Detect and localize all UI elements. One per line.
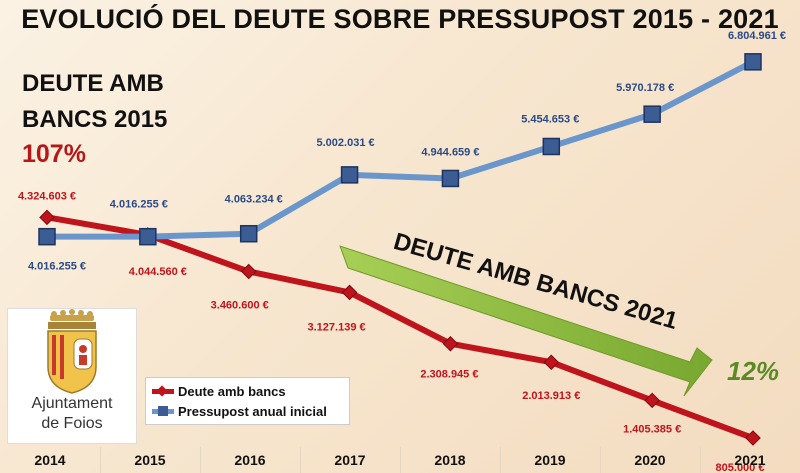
budget-data-label-2016: 4.063.234 €: [225, 194, 283, 206]
legend-swatch-debt: [152, 385, 174, 397]
debt-2015-box: DEUTE AMB BANCS 2015 107%: [22, 66, 167, 169]
debt-2021-percent: 12%: [727, 356, 780, 386]
legend-item-debt: Deute amb bancs: [152, 384, 286, 399]
debt-point-2017: [341, 284, 358, 301]
trend-arrow-icon: [339, 245, 713, 397]
debt-data-label-2016: 3.460.600 €: [211, 300, 269, 312]
debt-point-2020: [644, 392, 660, 409]
x-axis: 2014 2015 2016 2017 2018 2019 2020 2021: [0, 447, 800, 473]
x-tick-label-2015: 2015: [100, 447, 201, 473]
municipal-logo: Ajuntament de Foios: [7, 308, 137, 444]
x-tick-label-2019: 2019: [500, 447, 601, 473]
debt-point-2019: [543, 354, 560, 371]
budget-point-2015: [139, 227, 157, 246]
legend-item-budget: Pressupost anual inicial: [152, 404, 327, 419]
coat-of-arms-icon: [47, 309, 97, 394]
debt-data-label-2015: 4.044.560 €: [129, 266, 187, 278]
x-tick-label-2021: 2021: [700, 447, 800, 473]
debt-point-2021: [745, 430, 761, 446]
budget-data-label-2018: 4.944.659 €: [421, 146, 479, 158]
budget-point-2016: [239, 224, 258, 243]
debt-data-label-2014: 4.324.603 €: [18, 190, 76, 202]
debt-point-2016: [240, 263, 257, 280]
chart-title: EVOLUCIÓ DEL DEUTE SOBRE PRESSUPOST 2015…: [21, 4, 779, 34]
budget-data-label-2019: 5.454.653 €: [521, 113, 579, 125]
budget-data-label-2017: 5.002.031 €: [317, 137, 375, 149]
legend-label-debt: Deute amb bancs: [178, 384, 286, 399]
legend-swatch-budget: [152, 406, 174, 416]
x-tick-label-2020: 2020: [600, 447, 701, 473]
budget-data-label-2021: 6.804.961 €: [728, 30, 786, 42]
budget-point-2021: [744, 53, 762, 71]
debt-2015-heading: DEUTE AMB BANCS 2015: [22, 70, 168, 133]
debt-data-label-2021: 805.000 €: [716, 462, 765, 473]
debt-point-2014: [39, 209, 55, 226]
logo-text-line2: de Foios: [41, 415, 103, 432]
x-tick-label-2014: 2014: [0, 447, 101, 473]
budget-data-label-2015: 4.016.255 €: [110, 199, 168, 211]
budget-point-2018: [441, 169, 460, 188]
budget-point-2019: [542, 137, 561, 156]
series-line-debt: [46, 214, 755, 441]
legend-label-budget: Pressupost anual inicial: [178, 404, 327, 419]
debt-data-label-2019: 2.013.913 €: [522, 390, 580, 402]
debt-data-label-2018: 2.308.945 €: [420, 369, 478, 381]
x-tick-label-2017: 2017: [300, 447, 401, 473]
series-line-budget: [47, 59, 755, 240]
x-tick-label-2018: 2018: [400, 447, 501, 473]
chart-legend: Deute amb bancs Pressupost anual inicial: [145, 377, 350, 425]
debt-2015-percent: 107%: [22, 140, 86, 168]
logo-text-line1: Ajuntament: [31, 395, 113, 412]
x-tick-label-2016: 2016: [200, 447, 301, 473]
debt-point-2018: [442, 335, 459, 352]
budget-data-label-2014: 4.016.255 €: [28, 261, 86, 273]
budget-data-label-2020: 5.970.178 €: [616, 82, 674, 94]
debt-data-label-2017: 3.127.139 €: [308, 321, 366, 333]
budget-point-2014: [38, 227, 56, 246]
budget-point-2017: [340, 166, 359, 184]
debt-data-label-2020: 1.405.385 €: [623, 423, 681, 435]
budget-point-2020: [643, 105, 661, 123]
